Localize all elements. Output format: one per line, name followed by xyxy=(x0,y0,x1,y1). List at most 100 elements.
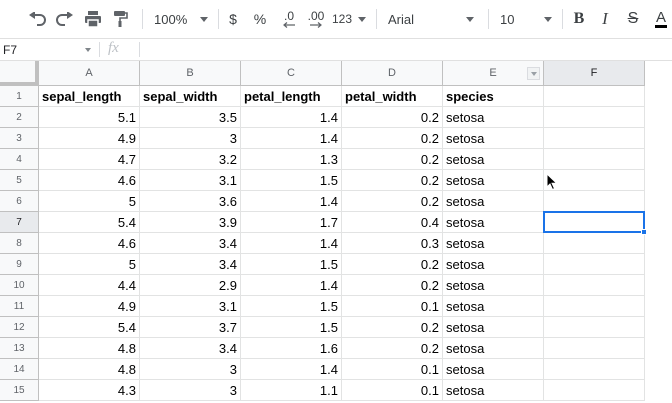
cell-a15[interactable]: 4.3 xyxy=(39,380,140,401)
cell-c12[interactable]: 1.5 xyxy=(241,317,342,338)
cell-d13[interactable]: 0.2 xyxy=(342,338,443,359)
cell-c15[interactable]: 1.1 xyxy=(241,380,342,401)
row-header-3[interactable]: 3 xyxy=(0,128,39,149)
cell-d3[interactable]: 0.2 xyxy=(342,128,443,149)
column-header-e[interactable]: E xyxy=(443,61,544,86)
cell-f8[interactable] xyxy=(544,233,645,254)
undo-icon[interactable] xyxy=(26,7,48,31)
row-header-7[interactable]: 7 xyxy=(0,212,39,233)
row-header-1[interactable]: 1 xyxy=(0,86,39,107)
cell-b12[interactable]: 3.7 xyxy=(140,317,241,338)
cell-f3[interactable] xyxy=(544,128,645,149)
row-header-12[interactable]: 12 xyxy=(0,317,39,338)
fill-handle[interactable] xyxy=(641,229,647,235)
cell-e9[interactable]: setosa xyxy=(443,254,544,275)
cell-e5[interactable]: setosa xyxy=(443,170,544,191)
row-header-14[interactable]: 14 xyxy=(0,359,39,380)
font-size-select[interactable]: 10 xyxy=(496,7,556,31)
column-header-a[interactable]: A xyxy=(39,61,140,86)
name-box[interactable]: F7 xyxy=(0,39,96,60)
cell-b14[interactable]: 3 xyxy=(140,359,241,380)
cell-e12[interactable]: setosa xyxy=(443,317,544,338)
cell-f15[interactable] xyxy=(544,380,645,401)
column-header-b[interactable]: B xyxy=(140,61,241,86)
cell-b11[interactable]: 3.1 xyxy=(140,296,241,317)
cell-a3[interactable]: 4.9 xyxy=(39,128,140,149)
cell-a2[interactable]: 5.1 xyxy=(39,107,140,128)
row-header-9[interactable]: 9 xyxy=(0,254,39,275)
cell-b1[interactable]: sepal_width xyxy=(140,86,241,107)
row-header-6[interactable]: 6 xyxy=(0,191,39,212)
cell-f5[interactable] xyxy=(544,170,645,191)
cell-e8[interactable]: setosa xyxy=(443,233,544,254)
formula-input[interactable] xyxy=(146,41,666,58)
cell-b7[interactable]: 3.9 xyxy=(140,212,241,233)
cell-a11[interactable]: 4.9 xyxy=(39,296,140,317)
cell-a6[interactable]: 5 xyxy=(39,191,140,212)
cell-d12[interactable]: 0.2 xyxy=(342,317,443,338)
cell-e4[interactable]: setosa xyxy=(443,149,544,170)
currency-button[interactable]: $ xyxy=(225,7,241,31)
font-family-select[interactable]: Arial xyxy=(384,7,478,31)
cell-f14[interactable] xyxy=(544,359,645,380)
cell-c8[interactable]: 1.4 xyxy=(241,233,342,254)
cell-a12[interactable]: 5.4 xyxy=(39,317,140,338)
cell-a1[interactable]: sepal_length xyxy=(39,86,140,107)
cell-d10[interactable]: 0.2 xyxy=(342,275,443,296)
print-icon[interactable] xyxy=(82,7,104,31)
cell-e13[interactable]: setosa xyxy=(443,338,544,359)
column-header-f[interactable]: F xyxy=(544,61,645,86)
cell-f10[interactable] xyxy=(544,275,645,296)
cell-c6[interactable]: 1.4 xyxy=(241,191,342,212)
cell-b2[interactable]: 3.5 xyxy=(140,107,241,128)
cell-e10[interactable]: setosa xyxy=(443,275,544,296)
row-header-8[interactable]: 8 xyxy=(0,233,39,254)
strikethrough-button[interactable]: S xyxy=(624,7,642,31)
cell-a8[interactable]: 4.6 xyxy=(39,233,140,254)
text-color-button[interactable]: A xyxy=(652,7,670,31)
cell-c7[interactable]: 1.7 xyxy=(241,212,342,233)
cell-c14[interactable]: 1.4 xyxy=(241,359,342,380)
row-header-11[interactable]: 11 xyxy=(0,296,39,317)
cell-f11[interactable] xyxy=(544,296,645,317)
cell-c1[interactable]: petal_length xyxy=(241,86,342,107)
cell-f1[interactable] xyxy=(544,86,645,107)
cell-f12[interactable] xyxy=(544,317,645,338)
cell-b3[interactable]: 3 xyxy=(140,128,241,149)
cell-a10[interactable]: 4.4 xyxy=(39,275,140,296)
italic-button[interactable]: I xyxy=(596,7,614,31)
decrease-decimals-button[interactable]: .0 xyxy=(278,7,300,31)
cell-e15[interactable]: setosa xyxy=(443,380,544,401)
cell-c9[interactable]: 1.5 xyxy=(241,254,342,275)
cell-c3[interactable]: 1.4 xyxy=(241,128,342,149)
more-formats-select[interactable]: 123 xyxy=(332,7,366,31)
cell-a13[interactable]: 4.8 xyxy=(39,338,140,359)
zoom-select[interactable]: 100% xyxy=(150,7,212,31)
row-header-15[interactable]: 15 xyxy=(0,380,39,401)
column-header-c[interactable]: C xyxy=(241,61,342,86)
percent-button[interactable]: % xyxy=(251,7,269,31)
cell-a14[interactable]: 4.8 xyxy=(39,359,140,380)
cell-f7[interactable] xyxy=(544,212,645,233)
cell-d5[interactable]: 0.2 xyxy=(342,170,443,191)
column-header-d[interactable]: D xyxy=(342,61,443,86)
cell-e3[interactable]: setosa xyxy=(443,128,544,149)
cell-f13[interactable] xyxy=(544,338,645,359)
cell-c11[interactable]: 1.5 xyxy=(241,296,342,317)
cell-c4[interactable]: 1.3 xyxy=(241,149,342,170)
cell-b15[interactable]: 3 xyxy=(140,380,241,401)
cell-d7[interactable]: 0.4 xyxy=(342,212,443,233)
cell-b6[interactable]: 3.6 xyxy=(140,191,241,212)
cell-b9[interactable]: 3.4 xyxy=(140,254,241,275)
cell-b8[interactable]: 3.4 xyxy=(140,233,241,254)
cell-e2[interactable]: setosa xyxy=(443,107,544,128)
cell-d2[interactable]: 0.2 xyxy=(342,107,443,128)
cell-e11[interactable]: setosa xyxy=(443,296,544,317)
cell-f9[interactable] xyxy=(544,254,645,275)
bold-button[interactable]: B xyxy=(570,7,588,31)
cell-d15[interactable]: 0.1 xyxy=(342,380,443,401)
paint-format-icon[interactable] xyxy=(110,7,132,31)
cell-b5[interactable]: 3.1 xyxy=(140,170,241,191)
cell-d6[interactable]: 0.2 xyxy=(342,191,443,212)
row-header-2[interactable]: 2 xyxy=(0,107,39,128)
